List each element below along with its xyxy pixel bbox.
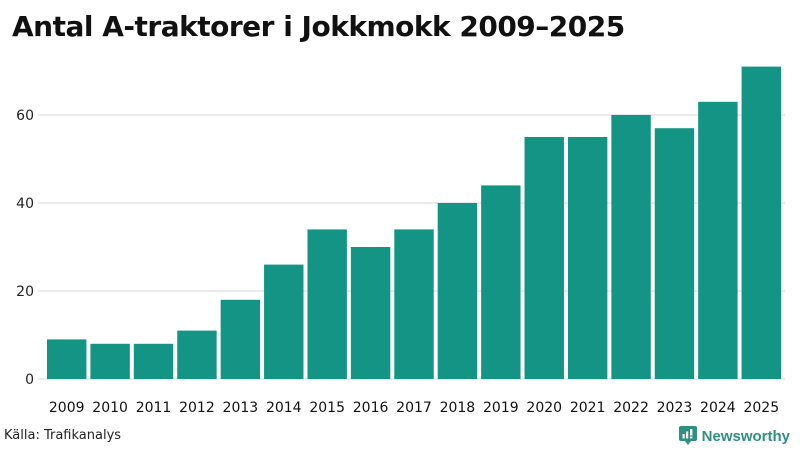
x-tick-label: 2009 — [49, 400, 85, 416]
x-tick-label: 2015 — [309, 400, 345, 416]
chart-title: Antal A-traktorer i Jokkmokk 2009–2025 — [12, 10, 625, 43]
bar-2014 — [264, 264, 304, 379]
x-tick-label: 2017 — [396, 400, 432, 416]
bar-2010 — [90, 343, 130, 379]
bar-2013 — [220, 299, 261, 379]
bar-2024 — [698, 101, 738, 380]
bar-2015 — [307, 229, 347, 379]
bar-2018 — [437, 203, 478, 379]
bar-2012 — [177, 330, 217, 379]
x-tick-label: 2022 — [613, 400, 649, 416]
bar-2016 — [350, 247, 391, 379]
bar-2020 — [524, 137, 564, 379]
x-tick-label: 2019 — [483, 400, 519, 416]
x-tick-label: 2011 — [136, 400, 172, 416]
bar-2011 — [133, 343, 174, 379]
x-tick-label: 2018 — [440, 400, 476, 416]
x-tick-label: 2012 — [179, 400, 215, 416]
bar-2025 — [741, 66, 781, 379]
x-tick-label: 2013 — [223, 400, 259, 416]
x-tick-label: 2010 — [92, 400, 128, 416]
y-tick-label: 20 — [16, 284, 34, 300]
bar-2009 — [47, 339, 87, 379]
bar-2019 — [481, 185, 521, 379]
y-tick-label: 60 — [16, 108, 34, 124]
brand-logo: Newsworthy — [678, 426, 790, 446]
bar-2021 — [567, 137, 608, 379]
x-tick-label: 2025 — [743, 400, 779, 416]
x-tick-label: 2016 — [353, 400, 389, 416]
brand-name: Newsworthy — [701, 427, 790, 445]
bar-2022 — [611, 115, 651, 379]
x-tick-label: 2021 — [570, 400, 606, 416]
y-tick-label: 0 — [25, 372, 34, 388]
bar-chart-speech-bubble-icon — [678, 426, 697, 445]
bar-2017 — [394, 229, 434, 379]
source-note: Källa: Trafikanalys — [4, 428, 122, 443]
bar-2023 — [654, 128, 695, 379]
x-tick-label: 2020 — [526, 400, 562, 416]
x-tick-label: 2023 — [657, 400, 693, 416]
y-tick-label: 40 — [16, 196, 34, 212]
x-tick-label: 2024 — [700, 400, 736, 416]
x-tick-label: 2014 — [266, 400, 302, 416]
